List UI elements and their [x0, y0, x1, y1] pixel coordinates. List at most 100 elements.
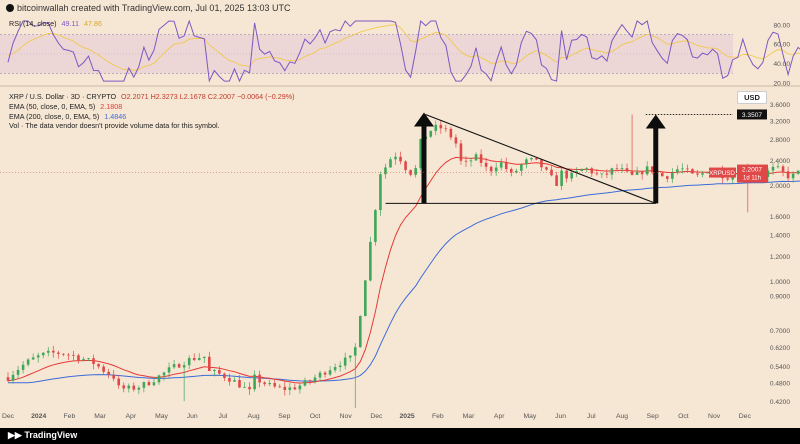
candle-body	[26, 359, 30, 365]
candle-body	[404, 161, 407, 171]
candle-body	[348, 355, 352, 358]
candle-body	[223, 373, 226, 378]
candle-body	[213, 369, 216, 371]
symbol-legend[interactable]: XRP / U.S. Dollar · 3D · CRYPTO O2.2071 …	[9, 92, 297, 101]
time-tick-label: Jun	[187, 413, 198, 420]
candle-body	[615, 168, 619, 170]
target-price-box	[737, 109, 767, 120]
candle-body	[303, 380, 307, 386]
time-tick-label: Jun	[555, 413, 566, 420]
candle-body	[233, 379, 236, 382]
price-tick-label: 1.6000	[770, 214, 791, 221]
rsi-tick-label: 60.00	[773, 42, 790, 49]
candle-body	[107, 371, 110, 375]
candle-body	[67, 354, 70, 356]
candle-body	[6, 377, 10, 381]
candle-body	[369, 241, 372, 281]
candle-body	[243, 386, 246, 388]
candle-body	[102, 366, 105, 372]
time-tick-label: Jul	[219, 413, 228, 420]
candle-body	[650, 166, 654, 172]
candle-body	[600, 173, 604, 175]
time-tick-label: Feb	[432, 413, 444, 420]
candle-body	[313, 377, 317, 381]
price-tick-label: 3.6000	[770, 102, 791, 109]
candle-body	[509, 169, 513, 173]
time-tick-label: 2025	[400, 413, 415, 420]
price-tick-label: 0.9000	[770, 294, 791, 301]
candle-body	[590, 168, 594, 174]
candle-body	[253, 374, 256, 390]
candle-body	[384, 167, 387, 175]
ema50-legend[interactable]: EMA (50, close, 0, EMA, 5) 2.1808	[9, 102, 125, 111]
candle-body	[449, 128, 453, 138]
candle-body	[665, 176, 669, 179]
candle-body	[414, 168, 417, 175]
last-price-label: 2.2007	[742, 167, 763, 174]
time-tick-label: Oct	[310, 413, 321, 420]
symbol-tag-label: XRPUSD	[709, 170, 735, 177]
last-price-box	[737, 164, 768, 183]
candle-body	[197, 358, 201, 360]
candle-body	[630, 171, 634, 175]
candle-body	[87, 358, 90, 360]
footer-bar: ▶▶ TradingView	[0, 428, 800, 444]
candle-body	[681, 168, 684, 170]
breakout-target-arrow	[645, 114, 666, 204]
candle-body	[469, 160, 473, 162]
candle-body	[726, 178, 729, 180]
candle-body	[645, 166, 649, 175]
candle-body	[696, 173, 699, 175]
rsi-line	[7, 19, 800, 83]
ema200-label: EMA (200, close, 0, EMA, 5)	[9, 112, 100, 121]
price-tick-label: 2.4000	[770, 158, 791, 165]
candle-body	[258, 374, 261, 383]
ema200-legend[interactable]: EMA (200, close, 0, EMA, 5) 1.4846	[9, 112, 129, 121]
candle-body	[343, 357, 347, 366]
tradingview-logo[interactable]: ▶▶ TradingView	[8, 430, 77, 441]
candle-body	[439, 124, 443, 129]
candle-body	[444, 128, 448, 130]
candle-body	[781, 166, 785, 172]
candle-body	[298, 385, 302, 390]
candle-body	[796, 170, 800, 174]
price-tick-label: 3.2000	[770, 118, 791, 125]
time-tick-label: Apr	[494, 413, 505, 420]
candle-body	[605, 173, 609, 175]
candle-body	[318, 372, 322, 378]
currency-button[interactable]: USD	[737, 91, 767, 104]
candle-body	[333, 367, 337, 371]
candle-body	[474, 154, 478, 161]
candle-body	[208, 356, 211, 371]
rsi-legend[interactable]: RSI (14, close) 49.11 47.86	[9, 19, 105, 28]
candle-body	[187, 358, 191, 366]
time-tick-label: Feb	[64, 413, 76, 420]
time-tick-label: 2024	[31, 413, 46, 420]
candle-body	[16, 369, 20, 375]
price-tick-label: 0.6200	[770, 345, 791, 352]
time-tick-label: May	[523, 413, 536, 420]
candle-body	[36, 355, 40, 358]
candle-body	[489, 166, 493, 172]
candle-body	[338, 365, 342, 368]
triangle-resistance-line	[425, 113, 656, 204]
candle-body	[283, 386, 287, 391]
countdown-label: 1d 11h	[743, 176, 761, 182]
candle-body	[358, 316, 362, 348]
candle-body	[182, 365, 186, 368]
time-tick-label: Mar	[94, 413, 106, 420]
candle-body	[686, 168, 689, 170]
tradingview-logo-icon: ▶▶	[8, 430, 25, 440]
candle-body	[691, 169, 694, 174]
candle-body	[620, 168, 624, 169]
candle-body	[374, 210, 377, 242]
candle-body	[640, 171, 644, 175]
price-tick-label: 1.4000	[770, 232, 791, 239]
top-bar: bitcoinwallah created with TradingView.c…	[0, 0, 800, 16]
time-tick-label: Sep	[647, 413, 659, 420]
price-tick-label: 0.4800	[770, 380, 791, 387]
time-tick-label: Oct	[678, 413, 689, 420]
time-tick-label: Apr	[126, 413, 137, 420]
candle-body	[484, 162, 488, 167]
